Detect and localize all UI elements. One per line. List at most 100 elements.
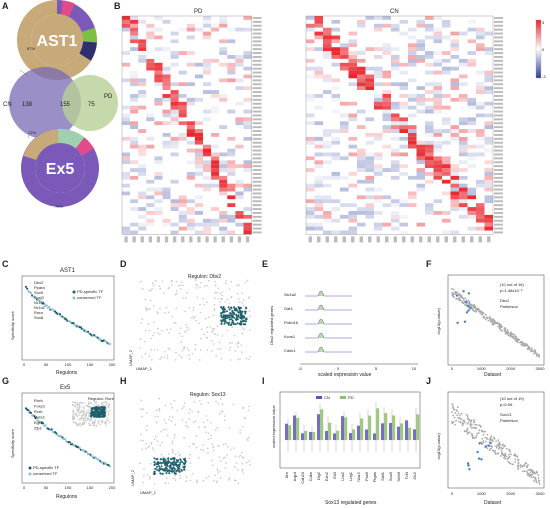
heatmap-cell [459,51,468,55]
heatmap-cell [178,179,187,184]
heatmap-cell [399,152,408,157]
heatmap-cell [186,168,195,172]
umap-cell [141,287,144,290]
heatmap-cell [219,47,228,52]
heatmap-cell [314,90,323,94]
heatmap-row-label [252,55,262,58]
dataset-point [538,481,540,483]
umap-cell [142,439,144,442]
heatmap-cell [476,136,485,141]
heatmap-cell [357,121,366,126]
heatmap-row-label [252,137,262,140]
heatmap-cell [433,129,442,133]
heatmap-cell [331,109,340,114]
box-pd [392,415,396,440]
heatmap-cell [235,121,244,126]
heatmap-cell [227,203,236,208]
heatmap-cell [219,218,228,223]
heatmap-cell [416,39,425,44]
heatmap-cell [382,94,391,98]
heatmap-cell [374,55,383,59]
heatmap-cell [178,35,187,40]
heatmap-cell [348,172,357,176]
heatmap-cell [162,39,171,44]
heatmap-cell [235,148,244,153]
umap-cell-highlight [227,323,230,326]
heatmap-cell [391,136,400,141]
heatmap-cell [211,199,220,204]
heatmap-cell [314,23,323,28]
umap-cell [159,307,161,310]
heatmap-cell [203,179,212,184]
heatmap-row-label [252,200,262,203]
heatmap-cell [374,164,383,169]
heatmap-cell [146,214,155,219]
curve-point [78,446,81,450]
heatmap-cell [219,207,228,211]
umap-cell [172,477,175,480]
heatmap-cell [425,82,434,87]
heatmap-cell [243,140,252,145]
heatmap-cell [146,43,155,48]
heatmap-cell [467,179,476,184]
panel-g-legend-pd: PD-specific TF [33,465,60,470]
umap-cell [156,409,158,412]
heatmap-cell [178,27,187,32]
heatmap-cell [323,109,332,114]
heatmap-cell [416,175,425,180]
umap-cell [188,358,191,360]
umap-cell [207,432,210,434]
umap-cell [191,473,194,475]
umap-cell [72,418,74,420]
heatmap-cell [442,129,451,133]
heatmap-cell [357,136,366,141]
heatmap-cell [391,168,400,172]
heatmap-cell [219,35,228,40]
umap-cell [184,310,186,313]
heatmap-cell [425,23,434,28]
heatmap-cell [442,160,451,165]
heatmap-cell [243,199,252,204]
dataset-point [463,430,466,432]
umap-cell [146,425,148,427]
umap-cell [208,279,210,282]
heatmap-cell [243,218,252,223]
heatmap-row-label [252,63,262,66]
dataset-point [497,439,500,442]
heatmap-cell [408,129,417,133]
heatmap-cell [433,179,442,184]
heatmap-cell [186,47,195,52]
heatmap-cell [243,164,252,169]
heatmap-cell [306,152,315,157]
heatmap-cell [340,66,349,71]
heatmap-cell [382,109,391,114]
heatmap-cell [323,164,332,169]
heatmap-cell [138,86,147,91]
heatmap-cell [211,187,220,192]
dataset-point [451,422,454,425]
heatmap-cell [138,55,147,59]
ridge-gene-label: Gal3 [284,306,293,311]
dataset-point [530,469,532,471]
dataset-point [512,463,514,466]
umap-cell [235,462,238,464]
umap-cell [232,447,235,449]
heatmap-cell [348,152,357,157]
heatmap-cell [391,191,400,196]
heatmap-cell [331,51,340,55]
heatmap-cell [459,179,468,184]
umap-cell [191,442,194,445]
umap-cell [205,431,207,434]
heatmap-cell [450,172,459,176]
heatmap-cell [433,175,442,180]
heatmap-cell [154,51,163,55]
umap-cell [214,474,216,477]
heatmap-cell [348,211,357,215]
heatmap-cell [484,125,493,130]
heatmap-cell [194,121,203,126]
umap-cell [86,405,89,407]
heatmap-cell [408,94,417,98]
heatmap-cell [154,214,163,219]
heatmap-row-label [252,20,262,23]
umap-cell-highlight [167,460,170,462]
